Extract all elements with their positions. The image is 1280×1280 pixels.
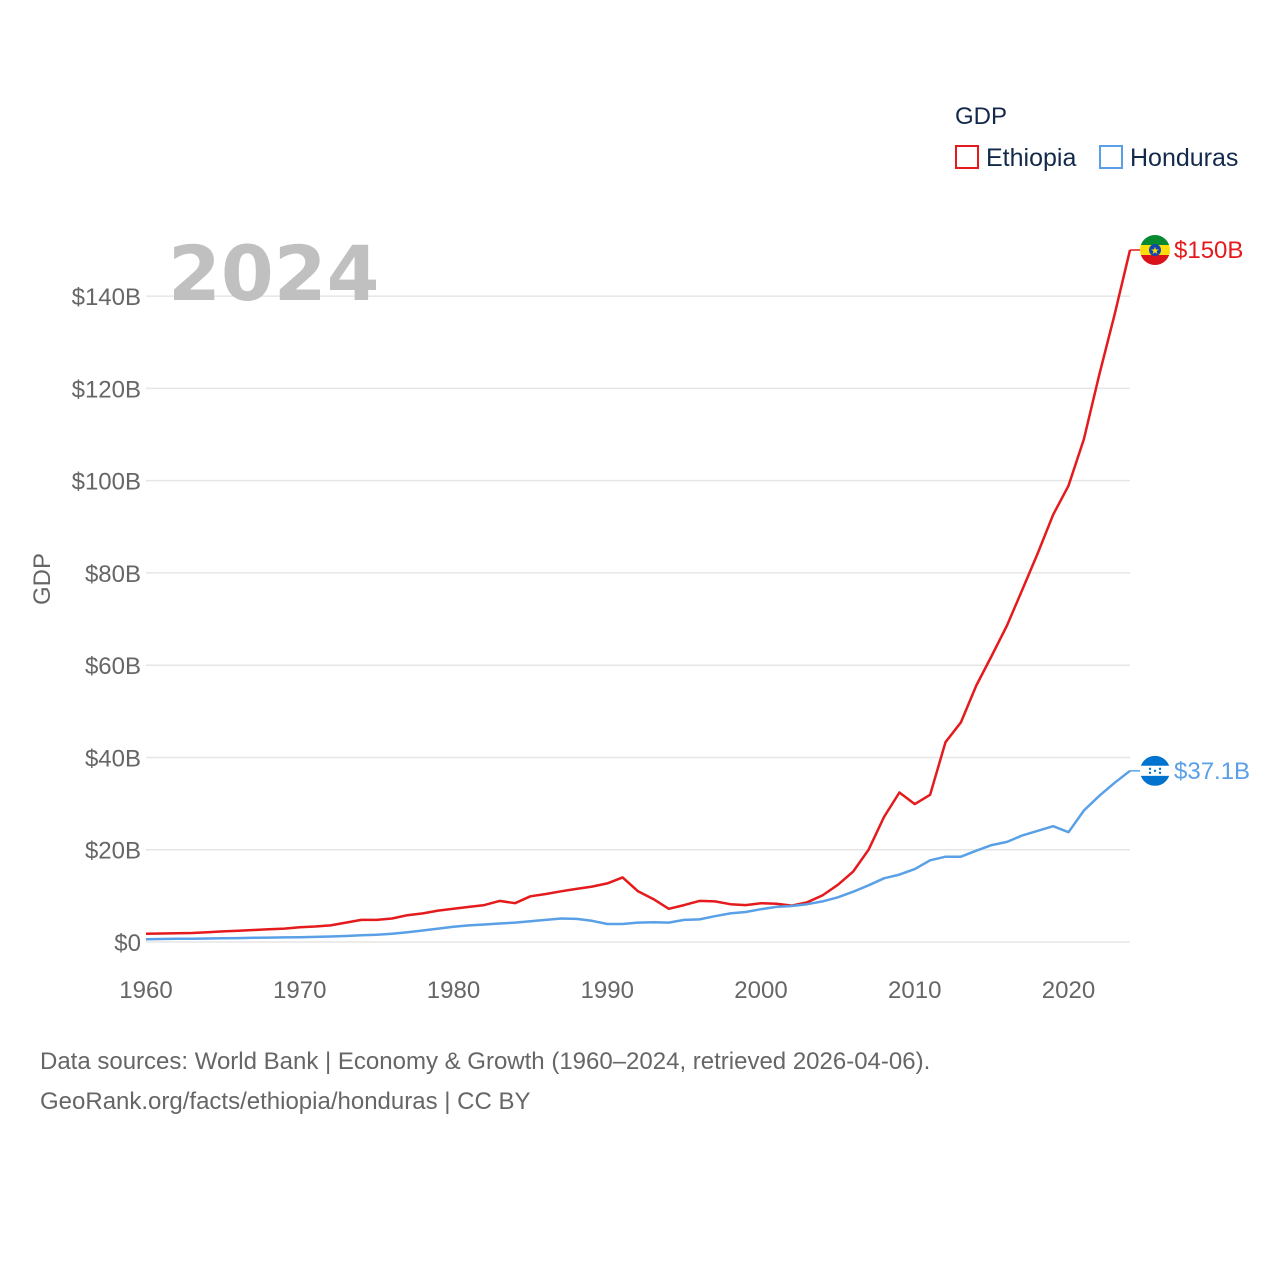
source-line-1: Data sources: World Bank | Economy & Gro… (40, 1048, 931, 1075)
x-tick-label: 1960 (119, 977, 172, 1004)
legend-label-ethiopia[interactable]: Ethiopia (986, 144, 1076, 172)
y-tick-label: $0 (114, 930, 141, 957)
grid-lines (146, 295, 1130, 943)
x-tick-label: 2020 (1042, 977, 1095, 1004)
x-tick-label: 1990 (581, 977, 634, 1004)
x-axis-ticks: 1960 1970 1980 1990 2000 2010 2020 (119, 977, 1095, 1004)
legend-label-honduras[interactable]: Honduras (1130, 144, 1238, 172)
y-tick-label: $40B (85, 745, 141, 772)
series-line-honduras[interactable] (145, 769, 1131, 941)
gdp-line-chart: GDP Ethiopia Honduras GDP $0 $20B $40B $60B… (29, 103, 1250, 1004)
y-tick-label: $20B (85, 838, 141, 865)
legend: GDP Ethiopia Honduras (955, 103, 1238, 172)
legend-title: GDP (955, 103, 1007, 130)
series-line-ethiopia[interactable] (145, 249, 1132, 935)
x-tick-label: 1970 (273, 977, 326, 1004)
y-tick-label: $100B (72, 469, 141, 496)
end-label-ethiopia: $150B (1174, 237, 1243, 264)
source-note: Data sources: World Bank | Economy & Gro… (40, 1042, 930, 1122)
x-tick-label: 2000 (734, 977, 787, 1004)
highlight-year-label: 2024 (168, 229, 380, 318)
svg-text:★: ★ (1151, 246, 1160, 257)
series-lines (145, 249, 1140, 941)
y-axis-title: GDP (29, 553, 56, 605)
legend-swatch-honduras[interactable] (1099, 145, 1123, 169)
y-tick-label: $80B (85, 561, 141, 588)
honduras-flag-icon (1140, 755, 1170, 786)
ethiopia-flag-icon: ★ (1140, 235, 1170, 265)
y-tick-label: $120B (72, 376, 141, 403)
end-label-honduras: $37.1B (1174, 758, 1250, 785)
y-tick-label: $60B (85, 653, 141, 680)
source-line-2[interactable]: GeoRank.org/facts/ethiopia/honduras | CC… (40, 1088, 531, 1115)
legend-swatch-ethiopia[interactable] (955, 145, 979, 169)
x-tick-label: 2010 (888, 977, 941, 1004)
y-axis-ticks: $0 $20B $40B $60B $80B $100B $120B $140B (72, 284, 141, 957)
y-tick-label: $140B (72, 284, 141, 311)
x-tick-label: 1980 (427, 977, 480, 1004)
